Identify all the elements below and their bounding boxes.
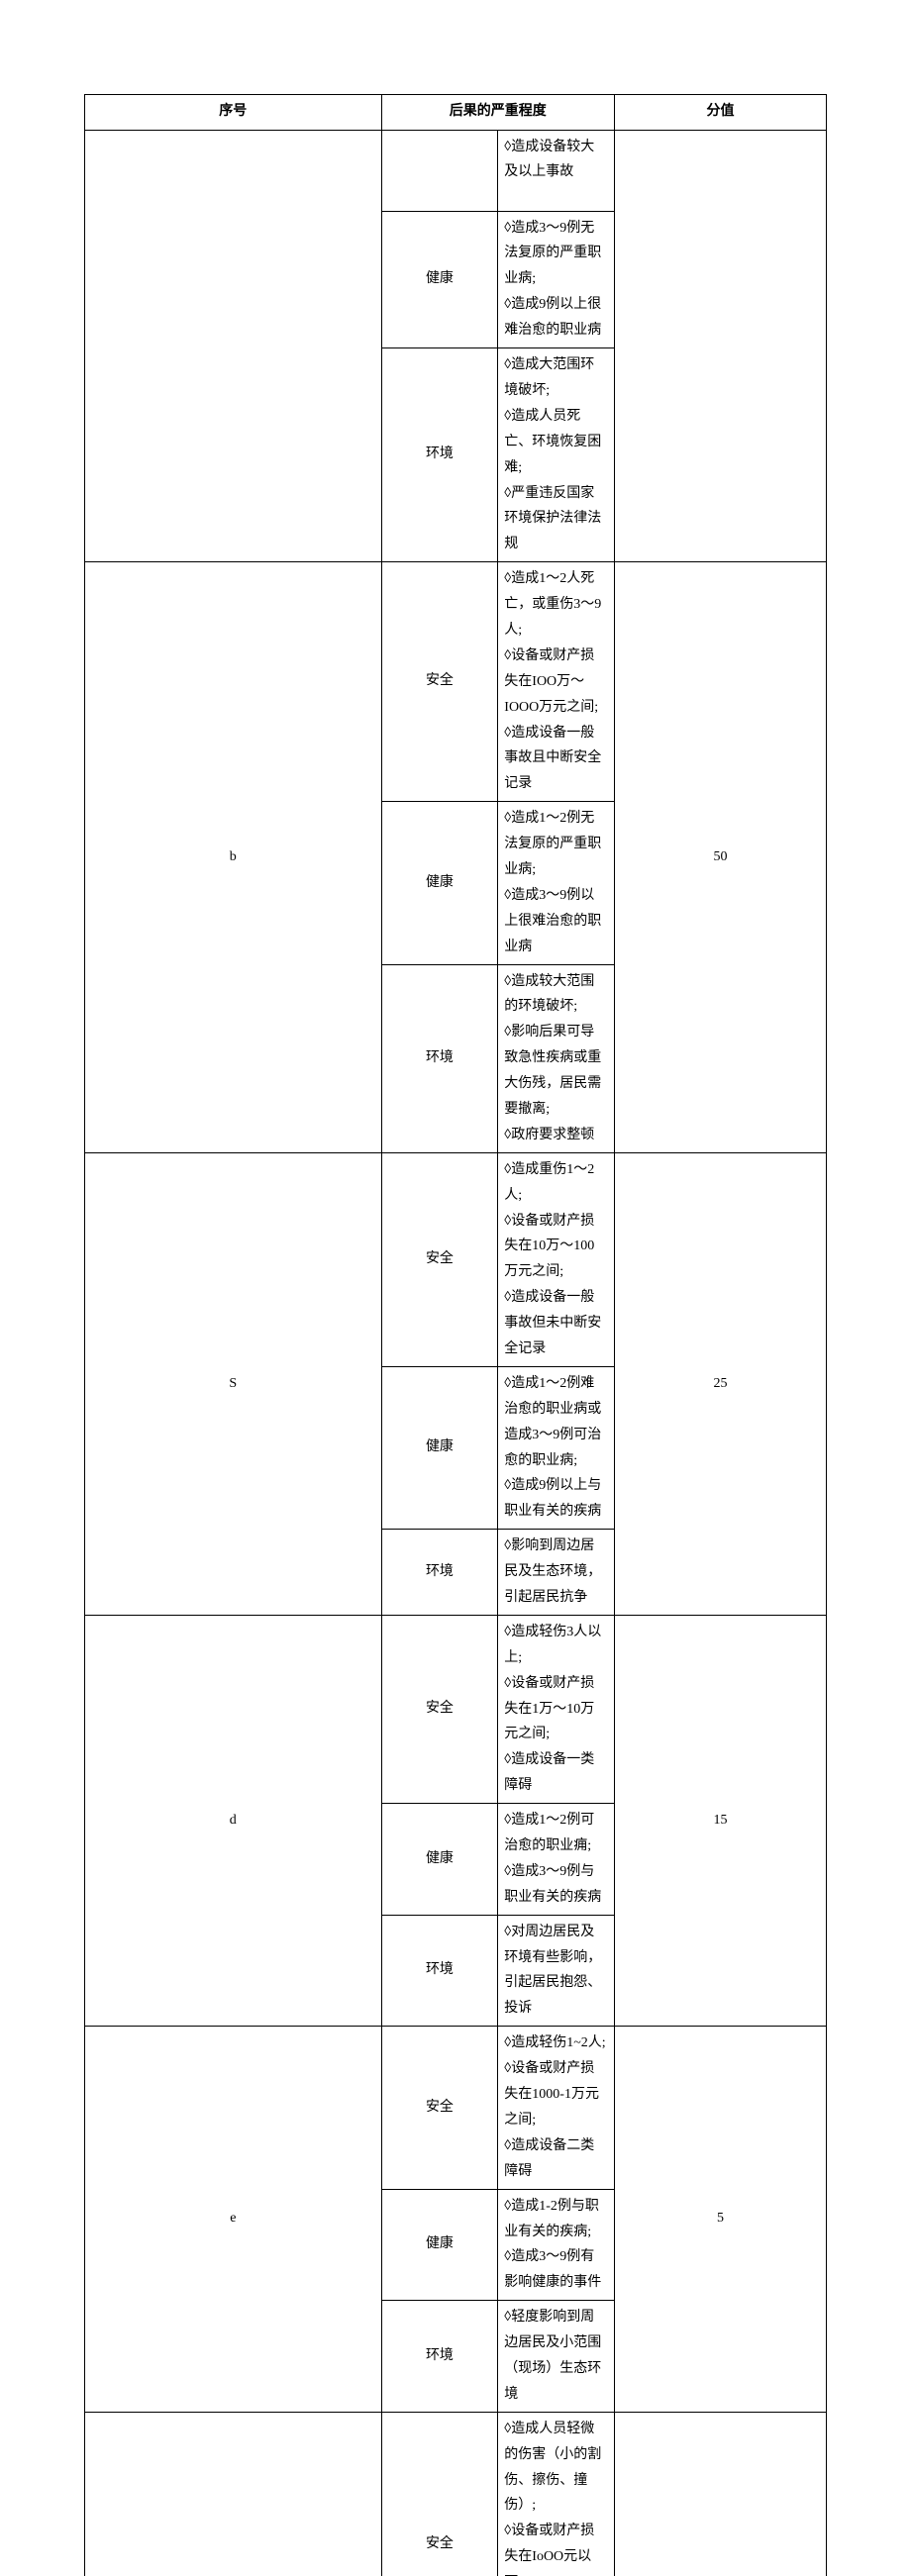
severity-table: 序号 后果的严重程度 分值 ◊造成设备较大及以上事故健康◊造成3～9例无法复原的… bbox=[84, 94, 827, 2576]
category-cell: 环境 bbox=[381, 1915, 498, 2027]
category-cell: 健康 bbox=[381, 1366, 498, 1529]
desc-cell: ◊造成1～2例难治愈的职业病或造成3～9例可治愈的职业病;◊造成9例以上与职业有… bbox=[498, 1366, 615, 1529]
header-score: 分值 bbox=[614, 95, 826, 131]
category-cell: 健康 bbox=[381, 802, 498, 964]
category-cell: 安全 bbox=[381, 1615, 498, 1803]
seq-cell: f bbox=[85, 2412, 382, 2576]
seq-cell: e bbox=[85, 2027, 382, 2412]
table-body: ◊造成设备较大及以上事故健康◊造成3～9例无法复原的严重职业病;◊造成9例以上很… bbox=[85, 130, 827, 2576]
desc-cell: ◊造成3～9例无法复原的严重职业病;◊造成9例以上很难治愈的职业病 bbox=[498, 211, 615, 347]
score-cell: 5 bbox=[614, 2027, 826, 2412]
desc-cell: ◊影响到周边居民及生态环境，引起居民抗争 bbox=[498, 1530, 615, 1616]
desc-cell: ◊造成大范围环境破坏;◊造成人员死亡、环境恢复困难;◊严重违反国家环境保护法律法… bbox=[498, 348, 615, 562]
desc-cell: ◊造成较大范围的环境破坏;◊影响后果可导致急性疾病或重大伤残，居民需要撤离;◊政… bbox=[498, 964, 615, 1152]
desc-cell: ◊造成设备较大及以上事故 bbox=[498, 130, 615, 211]
header-severity: 后果的严重程度 bbox=[381, 95, 614, 131]
category-cell: 安全 bbox=[381, 2027, 498, 2189]
seq-cell: S bbox=[85, 1152, 382, 1615]
table-row: f安全◊造成人员轻微的伤害（小的割伤、擦伤、撞伤）;◊设备或财产损失在IoOO元… bbox=[85, 2412, 827, 2576]
category-cell: 安全 bbox=[381, 2412, 498, 2576]
table-row: e安全◊造成轻伤1~2人;◊设备或财产损失在1000-1万元之间;◊造成设备二类… bbox=[85, 2027, 827, 2189]
desc-cell: ◊造成1-2例与职业有关的疾病;◊造成3～9例有影响健康的事件 bbox=[498, 2189, 615, 2301]
category-cell: 健康 bbox=[381, 211, 498, 347]
category-cell: 环境 bbox=[381, 348, 498, 562]
score-cell: 1 bbox=[614, 2412, 826, 2576]
score-cell: 25 bbox=[614, 1152, 826, 1615]
desc-cell: ◊造成轻伤1~2人;◊设备或财产损失在1000-1万元之间;◊造成设备二类障碍 bbox=[498, 2027, 615, 2189]
desc-cell: ◊造成1～2例无法复原的严重职业病;◊造成3～9例以上很难治愈的职业病 bbox=[498, 802, 615, 964]
category-cell: 安全 bbox=[381, 562, 498, 802]
category-cell bbox=[381, 130, 498, 211]
category-cell: 安全 bbox=[381, 1152, 498, 1366]
seq-cell: d bbox=[85, 1615, 382, 2026]
table-row: ◊造成设备较大及以上事故 bbox=[85, 130, 827, 211]
header-row: 序号 后果的严重程度 分值 bbox=[85, 95, 827, 131]
score-cell: 50 bbox=[614, 562, 826, 1153]
seq-cell: b bbox=[85, 562, 382, 1153]
desc-cell: ◊造成1～2例可治愈的职业痈;◊造成3～9例与职业有关的疾病 bbox=[498, 1804, 615, 1916]
desc-cell: ◊造成重伤1～2人;◊设备或财产损失在10万～100万元之间;◊造成设备一般事故… bbox=[498, 1152, 615, 1366]
table-row: S安全◊造成重伤1～2人;◊设备或财产损失在10万～100万元之间;◊造成设备一… bbox=[85, 1152, 827, 1366]
desc-cell: ◊造成1～2人死亡，或重伤3～9人;◊设备或财产损失在IOO万～IOOO万元之间… bbox=[498, 562, 615, 802]
score-cell: 15 bbox=[614, 1615, 826, 2026]
table-row: d安全◊造成轻伤3人以上;◊设备或财产损失在1万～10万元之间;◊造成设备一类障… bbox=[85, 1615, 827, 1803]
score-cell bbox=[614, 130, 826, 562]
category-cell: 健康 bbox=[381, 1804, 498, 1916]
header-seq: 序号 bbox=[85, 95, 382, 131]
desc-cell: ◊轻度影响到周边居民及小范围（现场）生态环境 bbox=[498, 2301, 615, 2413]
category-cell: 环境 bbox=[381, 2301, 498, 2413]
desc-cell: ◊对周边居民及环境有些影响，引起居民抱怨、投诉 bbox=[498, 1915, 615, 2027]
desc-cell: ◊造成人员轻微的伤害（小的割伤、擦伤、撞伤）;◊设备或财产损失在IoOO元以下;… bbox=[498, 2412, 615, 2576]
category-cell: 健康 bbox=[381, 2189, 498, 2301]
desc-cell: ◊造成轻伤3人以上;◊设备或财产损失在1万～10万元之间;◊造成设备一类障碍 bbox=[498, 1615, 615, 1803]
table-row: b安全◊造成1～2人死亡，或重伤3～9人;◊设备或财产损失在IOO万～IOOO万… bbox=[85, 562, 827, 802]
seq-cell bbox=[85, 130, 382, 562]
category-cell: 环境 bbox=[381, 964, 498, 1152]
category-cell: 环境 bbox=[381, 1530, 498, 1616]
